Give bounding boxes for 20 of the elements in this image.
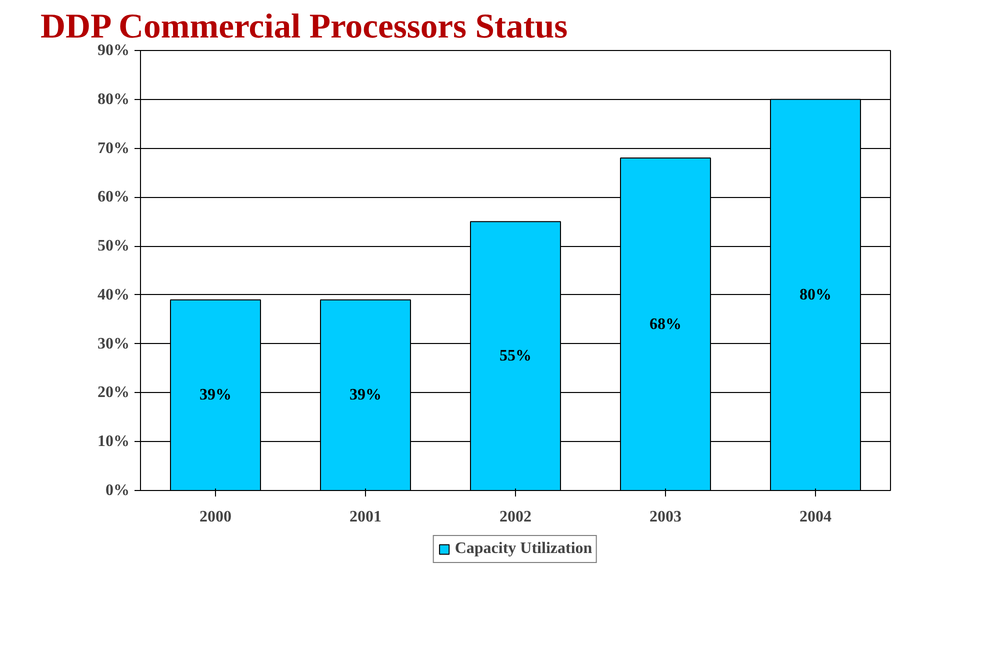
x-tick-label: 2002 — [500, 508, 532, 526]
data-label: 39% — [200, 386, 232, 404]
data-label: 39% — [350, 386, 382, 404]
y-tick-label: 80% — [98, 90, 130, 108]
y-tick-label: 60% — [98, 188, 130, 206]
y-tick-label: 10% — [98, 433, 130, 450]
y-tick-label: 40% — [98, 286, 130, 304]
y-tick-label: 20% — [98, 384, 130, 402]
x-tick-label: 2000 — [200, 508, 232, 526]
data-label: 80% — [800, 286, 832, 304]
y-tick-label: 30% — [98, 335, 130, 352]
y-tick-label: 70% — [98, 140, 130, 157]
data-label: 68% — [650, 316, 682, 333]
y-tick-label: 0% — [106, 482, 130, 499]
x-tick-label: 2001 — [350, 508, 382, 526]
legend-label: Capacity Utilization — [454, 540, 592, 558]
x-tick-label: 2003 — [650, 508, 682, 526]
data-label: 55% — [500, 348, 532, 365]
y-tick-label: 50% — [98, 238, 130, 255]
x-tick-label: 2004 — [800, 508, 832, 526]
